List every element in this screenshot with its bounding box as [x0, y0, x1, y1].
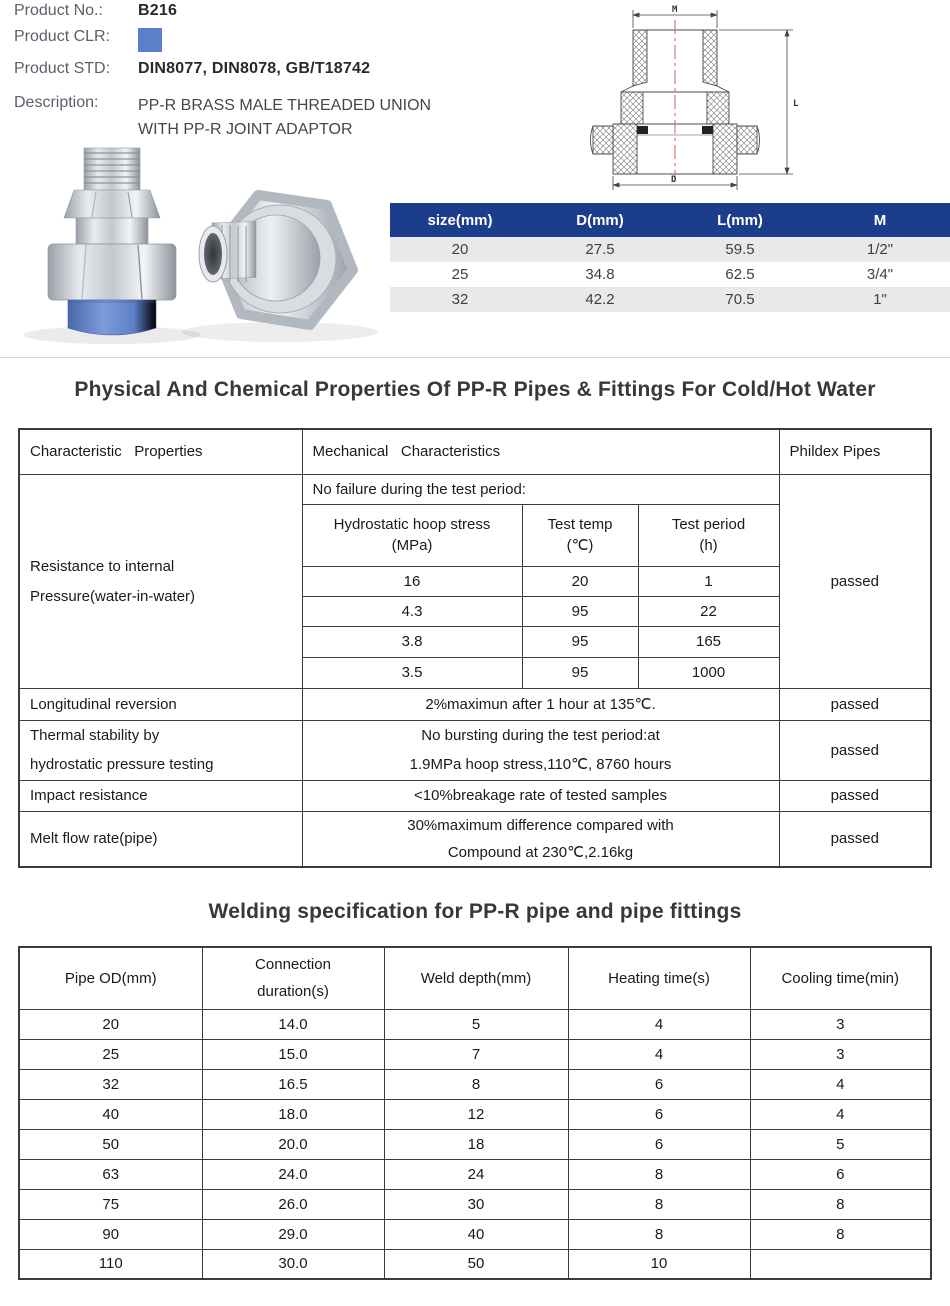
product-std-value: DIN8077, DIN8078, GB/T18742 [138, 60, 371, 77]
fitting-side [198, 190, 358, 330]
characteristic-cell: Impact resistance [18, 779, 303, 812]
welding-row: 32 16.5 8 6 4 [18, 1068, 932, 1100]
sub-col-header: Test period (h) [637, 503, 780, 567]
product-no-label: Product No.: [14, 2, 103, 19]
property-row: Melt flow rate(pipe) 30%maximum differen… [18, 810, 932, 868]
dimension-d [612, 176, 738, 190]
size-row: 32 42.2 70.5 1" [390, 287, 950, 312]
test-data-row: 16 20 1 [19, 565, 931, 597]
test-data-row: 3.5 95 1000 [19, 656, 931, 689]
col-header: Mechanical Characteristics [301, 428, 780, 475]
product-description-row: Description: PP-R BRASS MALE THREADED UN… [14, 94, 431, 142]
product-std-row: Product STD: DIN8077, DIN8078, GB/T18742 [14, 60, 370, 78]
dimension-m [632, 10, 718, 28]
welding-row: 25 15.0 7 4 3 [18, 1038, 932, 1070]
test-data-row: 4.3 95 22 [19, 595, 931, 627]
welding-row: 90 29.0 40 8 8 [18, 1218, 932, 1250]
dim-d-label: D [671, 175, 677, 185]
size-col-header: size(mm) [427, 211, 493, 229]
welding-row: 75 26.0 30 8 8 [18, 1188, 932, 1220]
resistance-row: Resistance to internal Pressure(water-in… [18, 473, 932, 689]
characteristic-cell: Thermal stability by hydrostatic pressur… [18, 719, 303, 781]
product-std-label: Product STD: [14, 60, 111, 77]
product-clr-label: Product CLR: [14, 28, 111, 45]
product-no-value: B216 [138, 2, 178, 19]
characteristic-desc: 30%maximum difference compared with Comp… [301, 810, 780, 868]
test-data-row: 3.8 95 165 [19, 625, 931, 658]
dim-l-label: L [793, 99, 799, 109]
technical-drawing: M L D [590, 5, 799, 190]
property-row: Thermal stability by hydrostatic pressur… [18, 719, 932, 781]
size-col-header: D(mm) [576, 211, 624, 229]
col-header: Characteristic Properties [18, 428, 303, 475]
fitting-upright [47, 147, 177, 336]
dim-m-label: M [672, 5, 678, 15]
properties-section-title: Physical And Chemical Properties Of PP-R… [74, 378, 876, 401]
shadow [182, 322, 378, 342]
properties-header-row: Characteristic Properties Mechanical Cha… [18, 428, 932, 475]
col-header: Heating time(s) [567, 946, 751, 1010]
welding-section-title: Welding specification for PP-R pipe and … [208, 900, 742, 923]
size-col-header: M [873, 211, 887, 229]
no-failure-cell: No failure during the test period: [301, 473, 780, 505]
characteristic-desc: No bursting during the test period:at 1.… [301, 719, 780, 781]
property-row: Impact resistance <10%breakage rate of t… [18, 779, 932, 812]
col-header: Weld depth(mm) [383, 946, 569, 1010]
col-header: Pipe OD(mm) [18, 946, 203, 1010]
characteristic-cell: Melt flow rate(pipe) [18, 810, 303, 868]
col-header: Connection duration(s) [201, 946, 385, 1010]
sub-col-header: Test temp (℃) [521, 503, 639, 567]
product-photo [24, 147, 378, 344]
size-col-header: L(mm) [717, 211, 763, 229]
result-cell: passed [778, 687, 932, 721]
result-cell: passed [778, 473, 932, 689]
result-cell: passed [778, 779, 932, 812]
property-row: Longitudinal reversion 2%maximun after 1… [18, 687, 932, 721]
welding-header-row: Pipe OD(mm) Connection duration(s) Weld … [18, 946, 932, 1010]
characteristic-cell: Longitudinal reversion [18, 687, 303, 721]
product-color-swatch [138, 28, 162, 52]
section-divider [0, 357, 950, 358]
result-cell: passed [778, 719, 932, 781]
characteristic-desc: 2%maximun after 1 hour at 135℃. [301, 687, 780, 721]
characteristic-desc: <10%breakage rate of tested samples [301, 779, 780, 812]
size-row: 25 34.8 62.5 3/4" [451, 266, 894, 283]
welding-row: 50 20.0 18 6 5 [18, 1128, 932, 1160]
col-header: Cooling time(min) [749, 946, 932, 1010]
product-clr-row: Product CLR: [14, 28, 162, 52]
sub-header-row: Hydrostatic hoop stress (MPa) Test temp … [19, 503, 931, 567]
size-row: 20 27.5 59.5 1/2" [390, 237, 950, 262]
sub-col-header: Hydrostatic hoop stress (MPa) [301, 503, 523, 567]
product-description-value: PP-R BRASS MALE THREADED UNION WITH PP-R… [138, 97, 432, 138]
characteristic-cell: Resistance to internal Pressure(water-in… [18, 473, 303, 689]
product-no-row: Product No.: B216 [14, 2, 177, 20]
product-description-label: Description: [14, 94, 99, 111]
welding-row: 20 14.0 5 4 3 [18, 1008, 932, 1040]
size-table-header: size(mm) D(mm) L(mm) M [390, 203, 950, 237]
properties-table: Characteristic Properties Mechanical Cha… [18, 428, 933, 868]
size-table: size(mm) D(mm) L(mm) M 20 27.5 59.5 1/2"… [390, 203, 950, 312]
dimension-l [719, 29, 793, 175]
col-header: Phildex Pipes [778, 428, 932, 475]
welding-table: Pipe OD(mm) Connection duration(s) Weld … [18, 946, 932, 1280]
result-cell: passed [778, 810, 932, 868]
welding-row: 40 18.0 12 6 4 [18, 1098, 932, 1130]
welding-row: 110 30.0 50 10 [18, 1248, 932, 1280]
welding-row: 63 24.0 24 8 6 [18, 1158, 932, 1190]
